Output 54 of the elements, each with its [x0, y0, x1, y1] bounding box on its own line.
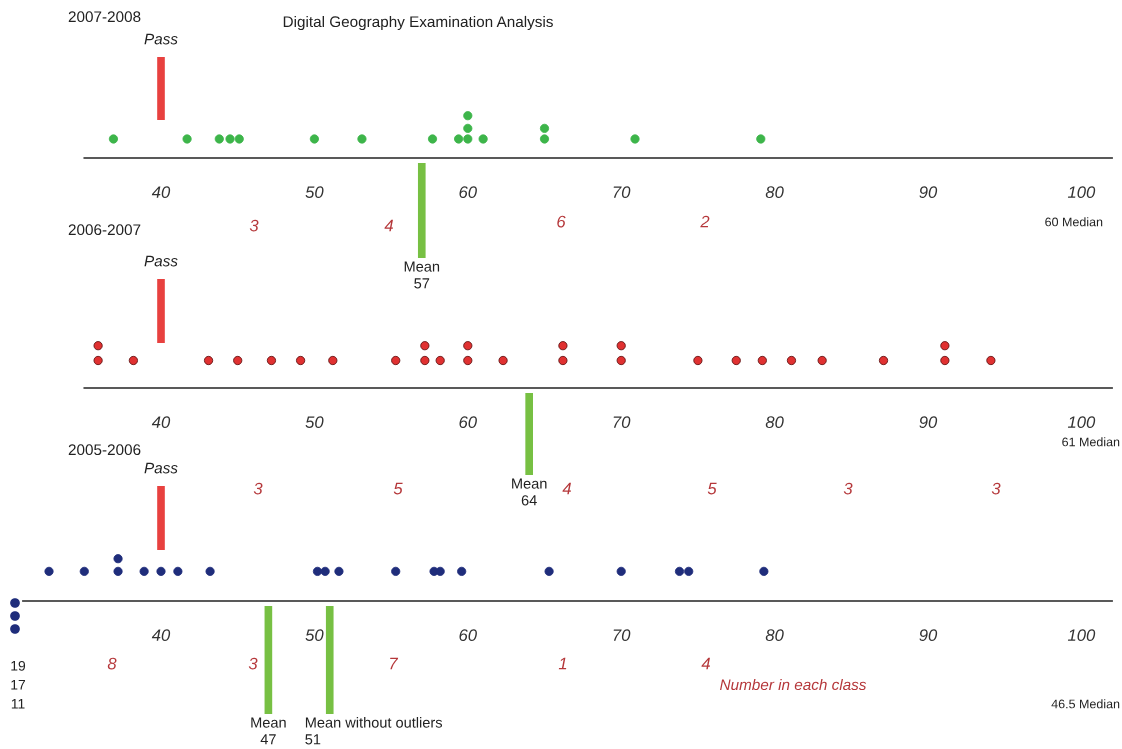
- text: 3: [248, 657, 258, 670]
- ref-line-label: Pass: [144, 255, 178, 267]
- x-tick-label: 80: [765, 186, 784, 199]
- ref-line-label: Pass: [144, 33, 178, 45]
- chart-title: 2005-2006: [68, 444, 141, 456]
- x-tick-label: 70: [613, 186, 631, 199]
- x-tick-label: 90: [919, 186, 938, 199]
- x-tick-label: 90: [919, 416, 938, 429]
- text: 5: [707, 482, 717, 495]
- ref-line-label: Mean 47: [251, 717, 286, 745]
- text: 1: [558, 657, 567, 670]
- text: 3: [991, 482, 1001, 495]
- x-tick-label: 80: [765, 416, 784, 429]
- x-tick-label: 70: [613, 416, 631, 429]
- text: 2: [700, 215, 710, 228]
- x-tick-label: 90: [919, 629, 938, 642]
- x-tick-label: 60: [459, 186, 477, 199]
- text: 7: [390, 657, 399, 670]
- text: 4: [701, 657, 711, 670]
- text: 17: [11, 680, 26, 690]
- x-tick-label: 80: [765, 629, 784, 642]
- text: 19: [11, 660, 26, 671]
- text: 3: [249, 219, 259, 232]
- text: 3: [843, 482, 853, 495]
- text: 4: [384, 219, 394, 232]
- x-tick-label: 60: [459, 416, 477, 429]
- x-tick-label: 70: [613, 629, 631, 642]
- x-tick-label: 40: [151, 186, 171, 199]
- text: Digital Geography Examination Analysis: [283, 15, 553, 31]
- x-tick-label: 60: [459, 629, 477, 642]
- ref-line-label: Mean 57: [404, 261, 440, 289]
- text: 6: [557, 215, 566, 228]
- text: 5: [393, 482, 403, 495]
- chart-title: 2007-2008: [68, 11, 141, 23]
- ref-line-label: Mean without outliers 51: [305, 717, 443, 745]
- text: 11: [11, 699, 25, 709]
- x-tick-label: 50: [305, 186, 324, 199]
- ref-line-label: Mean 64: [512, 478, 547, 506]
- text: 46.5 Median: [1051, 699, 1120, 709]
- x-tick-label: 100: [1067, 416, 1096, 429]
- ref-line-label: Pass: [144, 462, 178, 474]
- x-tick-label: 100: [1067, 186, 1096, 199]
- text: 8: [107, 657, 117, 670]
- x-tick-label: 100: [1067, 629, 1096, 642]
- x-tick-label: 50: [305, 629, 324, 642]
- x-tick-label: 50: [305, 416, 324, 429]
- x-tick-label: 40: [151, 416, 171, 429]
- text: 60 Median: [1045, 217, 1103, 227]
- x-tick-label: 40: [151, 629, 171, 642]
- text: 3: [253, 482, 263, 495]
- text: Number in each class: [720, 678, 867, 691]
- chart-title: 2006-2007: [68, 224, 141, 236]
- text: 4: [562, 482, 572, 495]
- text: 61 Median: [1062, 437, 1120, 447]
